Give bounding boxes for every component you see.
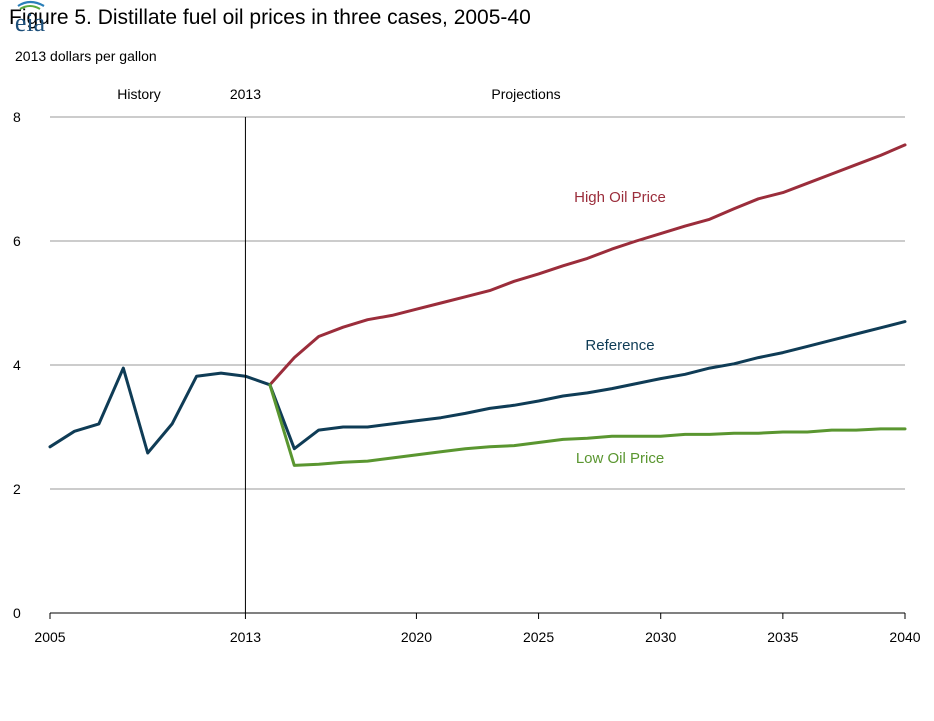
series-line-low: [268, 383, 907, 467]
eia-logo-icon: eia: [15, 0, 46, 36]
page-title: Figure 5. Distillate fuel oil prices in …: [9, 6, 531, 29]
x-tick-label: 2035: [767, 629, 798, 645]
y-tick-label: 4: [13, 357, 21, 373]
series-line-high: [268, 143, 907, 387]
chart-labels: History 2013 Projections High Oil Price Refe…: [117, 86, 666, 467]
gridlines: [50, 116, 905, 490]
y-tick-label: 6: [13, 233, 21, 249]
axes: 0 2 4 6 8 2005 2013 2020 2025 2030 2035 2040: [13, 109, 921, 645]
x-tick-label: 2005: [34, 629, 65, 645]
x-tick-label: 2030: [645, 629, 676, 645]
region-label-divider: 2013: [230, 86, 261, 102]
series-lines: [48, 143, 907, 467]
eia-logo-text: eia: [15, 8, 46, 36]
x-tick-label: 2040: [889, 629, 920, 645]
y-tick-label: 8: [13, 109, 21, 125]
x-tick-label: 2013: [230, 629, 261, 645]
x-tick-label: 2020: [401, 629, 432, 645]
region-label-projections: Projections: [491, 86, 560, 102]
series-line-reference: [48, 320, 907, 455]
series-label-low: Low Oil Price: [576, 450, 664, 467]
y-tick-label: 2: [13, 481, 21, 497]
series-label-high: High Oil Price: [574, 189, 666, 206]
region-label-history: History: [117, 86, 161, 102]
series-label-reference: Reference: [585, 337, 654, 354]
y-tick-label: 0: [13, 605, 21, 621]
y-axis-units-label: 2013 dollars per gallon: [15, 48, 157, 64]
x-tick-label: 2025: [523, 629, 554, 645]
